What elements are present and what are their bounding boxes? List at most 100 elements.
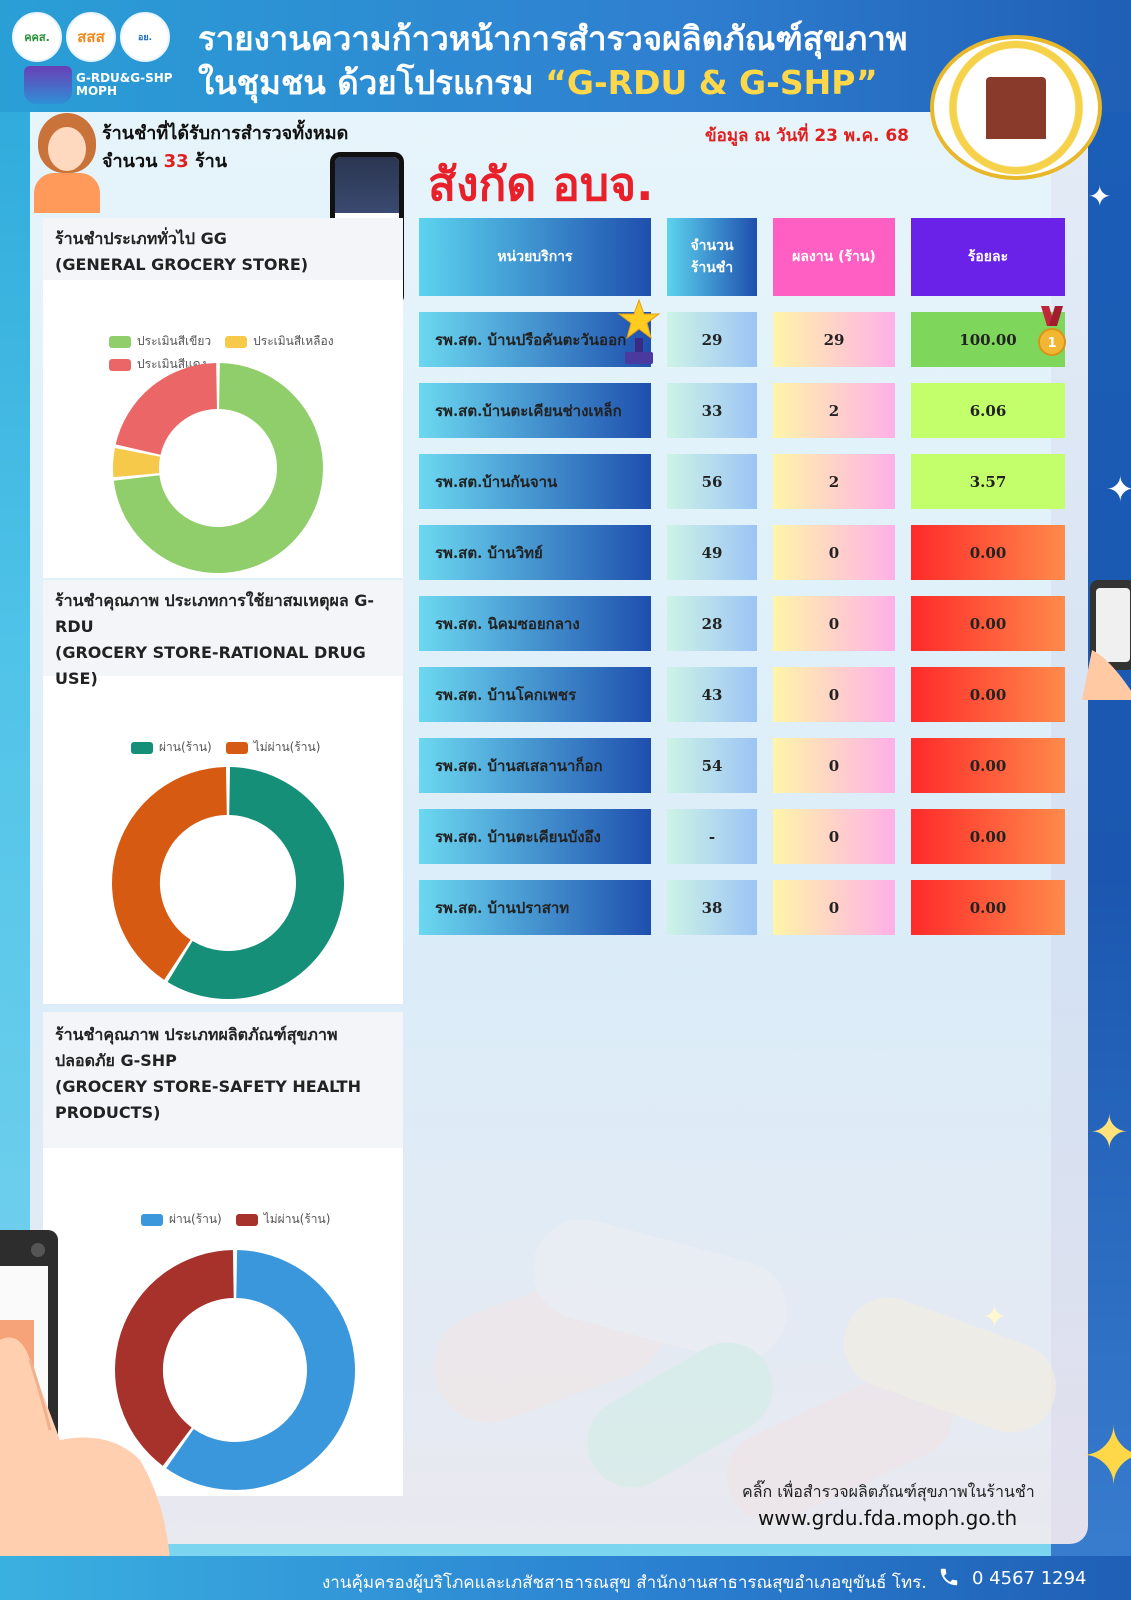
hand-tablet-illustration	[0, 1230, 171, 1600]
donut-slice-ผ่าน(ร้าน)[interactable]	[167, 767, 344, 999]
legend-item[interactable]: ผ่าน(ร้าน)	[131, 738, 212, 757]
survey-total-number: 33	[163, 151, 189, 172]
chart-title-line: (GROCERY STORE-SAFETY HEALTH	[55, 1077, 361, 1096]
percent-cell: 3.57	[911, 454, 1065, 509]
unit-cell: รพ.สต. นิคมซอยกลาง	[419, 596, 651, 651]
count-cell: 43	[667, 667, 757, 722]
result-cell: 0	[773, 667, 895, 722]
gshp-logo-line2: MOPH	[76, 84, 117, 98]
header-result: ผลงาน (ร้าน)	[773, 218, 895, 296]
girl-illustration	[32, 113, 102, 213]
legend-label: ประเมินสีเหลือง	[253, 334, 334, 348]
percent-cell: 0.00	[911, 596, 1065, 651]
unit-cell: รพ.สต.บ้านตะเคียนช่างเหล็ก	[419, 383, 651, 438]
legend-gg: ประเมินสีเขียว ประเมินสีเหลือง ประเมินสี…	[109, 332, 349, 374]
table-row: รพ.สต. บ้านปราสาท 38 0 0.00	[419, 880, 1065, 935]
percent-cell: 0.00	[911, 809, 1065, 864]
legend-item[interactable]: ประเมินสีเหลือง	[225, 332, 334, 351]
result-cell: 0	[773, 738, 895, 793]
result-cell: 29	[773, 312, 895, 367]
legend-item[interactable]: ไม่ผ่าน(ร้าน)	[225, 738, 320, 757]
legend-label: ผ่าน(ร้าน)	[159, 740, 212, 754]
percent-cell: 0.00	[911, 738, 1065, 793]
phone-icon	[940, 1568, 958, 1586]
legend-item[interactable]: ประเมินสีเขียว	[109, 332, 211, 351]
table-row: รพ.สต. นิคมซอยกลาง 28 0 0.00	[419, 596, 1065, 651]
unit-cell: รพ.สต.บ้านกันจาน	[419, 454, 651, 509]
title-program-name: “G-RDU & G-SHP”	[545, 63, 878, 102]
donut-chart-gshp	[115, 1250, 355, 1490]
donut-slice-ประเมินสีเหลือง[interactable]	[113, 447, 161, 478]
agency-title: สังกัด อบจ.	[428, 157, 654, 211]
result-cell: 0	[773, 880, 895, 935]
chart-title-line: (GENERAL GROCERY STORE)	[55, 255, 309, 274]
table-header-row: หน่วยบริการ จำนวน ร้านชำ ผลงาน (ร้าน) ร้…	[419, 218, 1065, 296]
pills-background	[418, 1200, 1080, 1537]
page-title-line2: ในชุมชน ด้วยโปรแกรม “G-RDU & G-SHP”	[198, 56, 878, 109]
chart-title-line: ร้านชำคุณภาพ ประเภทการใช้ยาสมเหตุผล G-	[55, 591, 374, 610]
logo-thaihealth: สสส	[66, 12, 116, 62]
footer-bar	[0, 1556, 1131, 1600]
data-date: ข้อมูล ณ วันที่ 23 พ.ค. 68	[705, 126, 909, 146]
count-cell: 28	[667, 596, 757, 651]
unit-cell: รพ.สต. บ้านสเสลานาก็อก	[419, 738, 651, 793]
donut-chart-gg	[113, 363, 323, 573]
chart-title-line: (GROCERY STORE-RATIONAL DRUG USE)	[55, 643, 366, 688]
chart-title-grdu: ร้านชำคุณภาพ ประเภทการใช้ยาสมเหตุผล G- R…	[43, 580, 403, 688]
legend-label: ประเมินสีเขียว	[137, 334, 212, 348]
header-count-line1: จำนวน	[690, 238, 734, 254]
survey-total-label: ร้านชำที่ได้รับการสำรวจทั้งหมด	[102, 123, 349, 144]
legend-gshp: ผ่าน(ร้าน) ไม่ผ่าน(ร้าน)	[141, 1210, 381, 1229]
count-cell: 49	[667, 525, 757, 580]
sparkle-icon: ✦	[1106, 470, 1131, 510]
result-cell: 0	[773, 596, 895, 651]
chart-title-line: ร้านชำคุณภาพ ประเภทผลิตภัณฑ์สุขภาพ	[55, 1025, 338, 1044]
chart-card-gshp: ร้านชำคุณภาพ ประเภทผลิตภัณฑ์สุขภาพ ปลอดภ…	[43, 1012, 403, 1496]
chart-card-grdu: ร้านชำคุณภาพ ประเภทการใช้ยาสมเหตุผล G- R…	[43, 580, 403, 1004]
donut-slice-ประเมินสีแดง[interactable]	[115, 363, 218, 456]
sparkle-icon: ✦	[982, 1300, 1008, 1335]
footer-text: งานคุ้มครองผู้บริโภคและเภสัชสาธารณสุข สำ…	[322, 1573, 927, 1593]
header-percent: ร้อยละ	[911, 218, 1065, 296]
legend-item[interactable]: ผ่าน(ร้าน)	[141, 1210, 222, 1229]
chart-title-line: ปลอดภัย G-SHP	[55, 1051, 177, 1070]
donut-slice-ประเมินสีเขียว[interactable]	[113, 363, 323, 573]
table-row: รพ.สต. บ้านวิทย์ 49 0 0.00	[419, 525, 1065, 580]
page-title-line1: รายงานความก้าวหน้าการสำรวจผลิตภัณฑ์สุขภา…	[198, 19, 908, 58]
legend-grdu: ผ่าน(ร้าน) ไม่ผ่าน(ร้าน)	[131, 738, 371, 757]
result-cell: 0	[773, 525, 895, 580]
percent-cell: 100.00 1	[911, 306, 1066, 367]
hand-tablet-illustration	[1082, 580, 1131, 700]
legend-item[interactable]: ไม่ผ่าน(ร้าน)	[235, 1210, 331, 1229]
count-cell: 33	[667, 383, 757, 438]
count-cell: 29	[667, 312, 757, 367]
footer-phone[interactable]: 0 4567 1294	[972, 1568, 1087, 1589]
table-row: รพ.สต. บ้านโคกเพชร 43 0 0.00	[419, 667, 1065, 722]
header-count-line2: ร้านชำ	[690, 260, 734, 276]
partner-logos: คคส. สสส อย.	[12, 12, 170, 62]
survey-link[interactable]: www.grdu.fda.moph.go.th	[758, 1506, 1018, 1530]
shop-icon	[24, 66, 72, 104]
chart-card-gg: ร้านชำประเภททั่วไป GG (GENERAL GROCERY S…	[43, 218, 403, 578]
percent-cell: 6.06	[911, 383, 1065, 438]
table-row: รพ.สต. บ้านสเสลานาก็อก 54 0 0.00	[419, 738, 1065, 793]
unit-cell: รพ.สต. บ้านวิทย์	[419, 525, 651, 580]
sparkle-icon: ✦	[1080, 1410, 1131, 1503]
donut-slice-ไม่ผ่าน(ร้าน)[interactable]	[112, 767, 228, 980]
percent-value: 100.00	[959, 330, 1017, 349]
legend-label: ไม่ผ่าน(ร้าน)	[263, 1212, 331, 1226]
unit-name: รพ.สต. บ้านปรือคันตะวันออก	[435, 330, 627, 349]
count-cell: 56	[667, 454, 757, 509]
donut-slice-ไม่ผ่าน(ร้าน)[interactable]	[115, 1250, 235, 1466]
result-cell: 0	[773, 809, 895, 864]
table-row: รพ.สต.บ้านกันจาน 56 2 3.57	[419, 454, 1065, 509]
donut-slice-ผ่าน(ร้าน)[interactable]	[166, 1250, 355, 1490]
survey-total-suffix: ร้าน	[195, 151, 228, 172]
count-cell: 54	[667, 738, 757, 793]
result-cell: 2	[773, 383, 895, 438]
unit-cell: รพ.สต. บ้านปรือคันตะวันออก	[419, 298, 661, 367]
count-cell: -	[667, 809, 757, 864]
gshp-logo: G-RDU&G-SHP MOPH	[24, 66, 173, 104]
survey-total: ร้านชำที่ได้รับการสำรวจทั้งหมด จำนวน 33 …	[102, 120, 348, 176]
title-prefix: ในชุมชน ด้วยโปรแกรม	[198, 63, 534, 102]
